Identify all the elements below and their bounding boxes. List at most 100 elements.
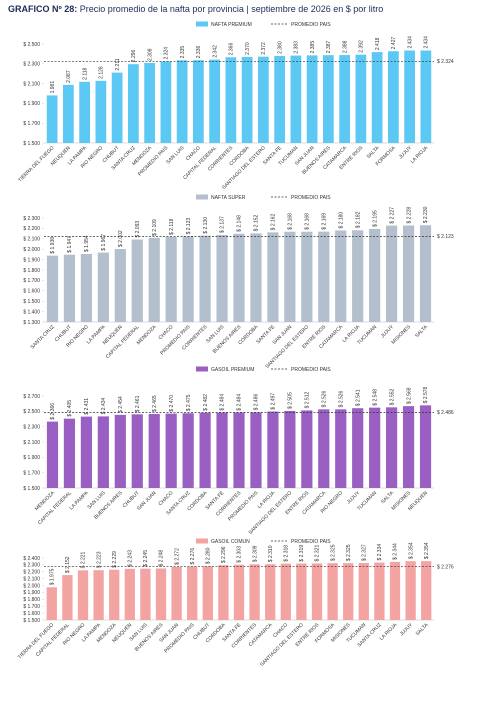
x-tick-label: CAPITAL FEDERAL <box>37 490 73 526</box>
value-label: $ 2.465 <box>152 395 158 412</box>
value-label: $ 2.548 <box>372 389 378 406</box>
value-label: $ 2.180 <box>338 212 344 229</box>
bar <box>63 418 76 488</box>
value-label: $ 2.578 <box>423 386 429 403</box>
value-label: $ 2.497 <box>271 393 277 410</box>
value-label: $ 2.272 <box>174 548 180 565</box>
value-label: $ 2.195 <box>372 210 378 227</box>
value-label: $ 2.182 <box>355 211 361 228</box>
value-label: 1.981 <box>50 81 56 94</box>
y-tick-label: $ 2.100 <box>23 237 40 243</box>
bar <box>284 231 296 322</box>
bar <box>193 60 204 143</box>
bar <box>109 569 120 620</box>
y-tick-label: $ 1.500 <box>23 618 40 624</box>
value-label: $ 1.954 <box>84 235 90 252</box>
average-label: $ 2.324 <box>437 59 454 65</box>
bar <box>267 411 279 488</box>
y-tick-label: $ 2.500 <box>23 409 40 415</box>
bar <box>111 72 123 143</box>
legend-label: NAFTA SUPER <box>211 195 246 201</box>
bar <box>306 55 318 144</box>
value-label: $ 2.309 <box>252 545 258 562</box>
value-label: $ 2.152 <box>254 214 260 231</box>
value-label: $ 2.093 <box>135 221 141 238</box>
bar <box>202 566 213 620</box>
bar <box>386 225 398 322</box>
y-tick-label: $ 1.900 <box>23 455 40 461</box>
value-label: $ 2.223 <box>96 551 102 568</box>
page-title: GRAFICO Nº 28: Precio promedio de la naf… <box>8 4 383 14</box>
y-tick-label: $ 1.500 <box>23 486 40 492</box>
value-label: $ 2.505 <box>288 392 294 409</box>
bar <box>80 416 92 488</box>
value-label: $ 2.229 <box>112 551 118 568</box>
y-tick-label: $ 1.500 <box>23 299 40 305</box>
value-label: $ 2.325 <box>346 544 352 561</box>
y-tick-label: $ 1.700 <box>23 604 40 610</box>
value-label: $ 2.454 <box>118 396 124 413</box>
average-label: $ 2.486 <box>437 410 454 416</box>
y-tick-label: $ 2.100 <box>23 440 40 446</box>
bar <box>63 84 74 143</box>
bar <box>79 81 90 143</box>
bar <box>199 412 211 488</box>
average-label: $ 2.123 <box>437 234 454 240</box>
y-tick-label: $ 1.800 <box>23 597 40 603</box>
x-tick-label: LA RIOJA <box>379 622 399 642</box>
bar <box>46 95 58 143</box>
y-tick-label: $ 2.200 <box>23 570 40 576</box>
average-label: $ 2.276 <box>437 564 454 570</box>
value-label: 2.308 <box>147 48 153 61</box>
bar <box>46 587 57 620</box>
y-tick-label: $ 2.300 <box>23 424 40 430</box>
value-label: $ 2.461 <box>135 395 141 412</box>
value-label: $ 2.152 <box>65 556 71 573</box>
y-tick-label: $ 1.600 <box>23 611 40 617</box>
value-label: $ 2.475 <box>186 394 192 411</box>
bar <box>93 570 104 620</box>
legend-label: PROMEDIO PAIS <box>291 195 331 201</box>
value-label: $ 2.486 <box>254 394 260 411</box>
bar <box>233 564 245 620</box>
bar <box>388 51 399 143</box>
value-label: $ 2.318 <box>284 545 290 562</box>
value-label: $ 2.512 <box>305 392 311 409</box>
bar <box>209 59 220 143</box>
bar <box>339 55 350 144</box>
bar <box>369 407 381 488</box>
bar <box>327 563 338 620</box>
value-label: 2.370 <box>245 42 251 55</box>
bar <box>343 563 354 620</box>
legend-label: PROMEDIO PAIS <box>291 539 331 545</box>
y-tick-label: $ 1.300 <box>23 320 40 326</box>
value-label: 2.342 <box>212 45 218 58</box>
value-label: $ 2.434 <box>101 397 107 414</box>
x-tick-label: JUJUY <box>346 490 362 506</box>
value-label: 2.383 <box>294 41 300 54</box>
legend-label: NAFTA PREMIUM <box>211 22 252 28</box>
bar <box>290 55 302 143</box>
value-label: 2.418 <box>375 37 381 50</box>
bar <box>250 233 262 322</box>
value-label: $ 2.168 <box>305 213 311 230</box>
bar <box>171 566 182 620</box>
value-label: $ 2.405 <box>67 400 73 417</box>
y-tick-label: $ 1.700 <box>23 121 40 127</box>
value-label: $ 2.123 <box>186 218 192 235</box>
y-tick-label: $ 2.700 <box>23 394 40 400</box>
bar <box>155 568 167 620</box>
bar <box>352 230 364 322</box>
bar <box>46 255 59 322</box>
bar <box>165 413 177 488</box>
bar <box>249 564 260 620</box>
value-label: $ 2.230 <box>423 206 429 223</box>
y-tick-label: $ 2.400 <box>23 556 40 562</box>
x-tick-label: PROMEDIO PAIS <box>227 490 260 523</box>
y-tick-label: $ 1.700 <box>23 470 40 476</box>
bar <box>218 565 229 620</box>
value-label: $ 2.221 <box>81 551 87 568</box>
bar <box>358 563 369 620</box>
value-label: $ 2.118 <box>169 218 175 235</box>
value-label: $ 2.366 <box>50 403 56 420</box>
